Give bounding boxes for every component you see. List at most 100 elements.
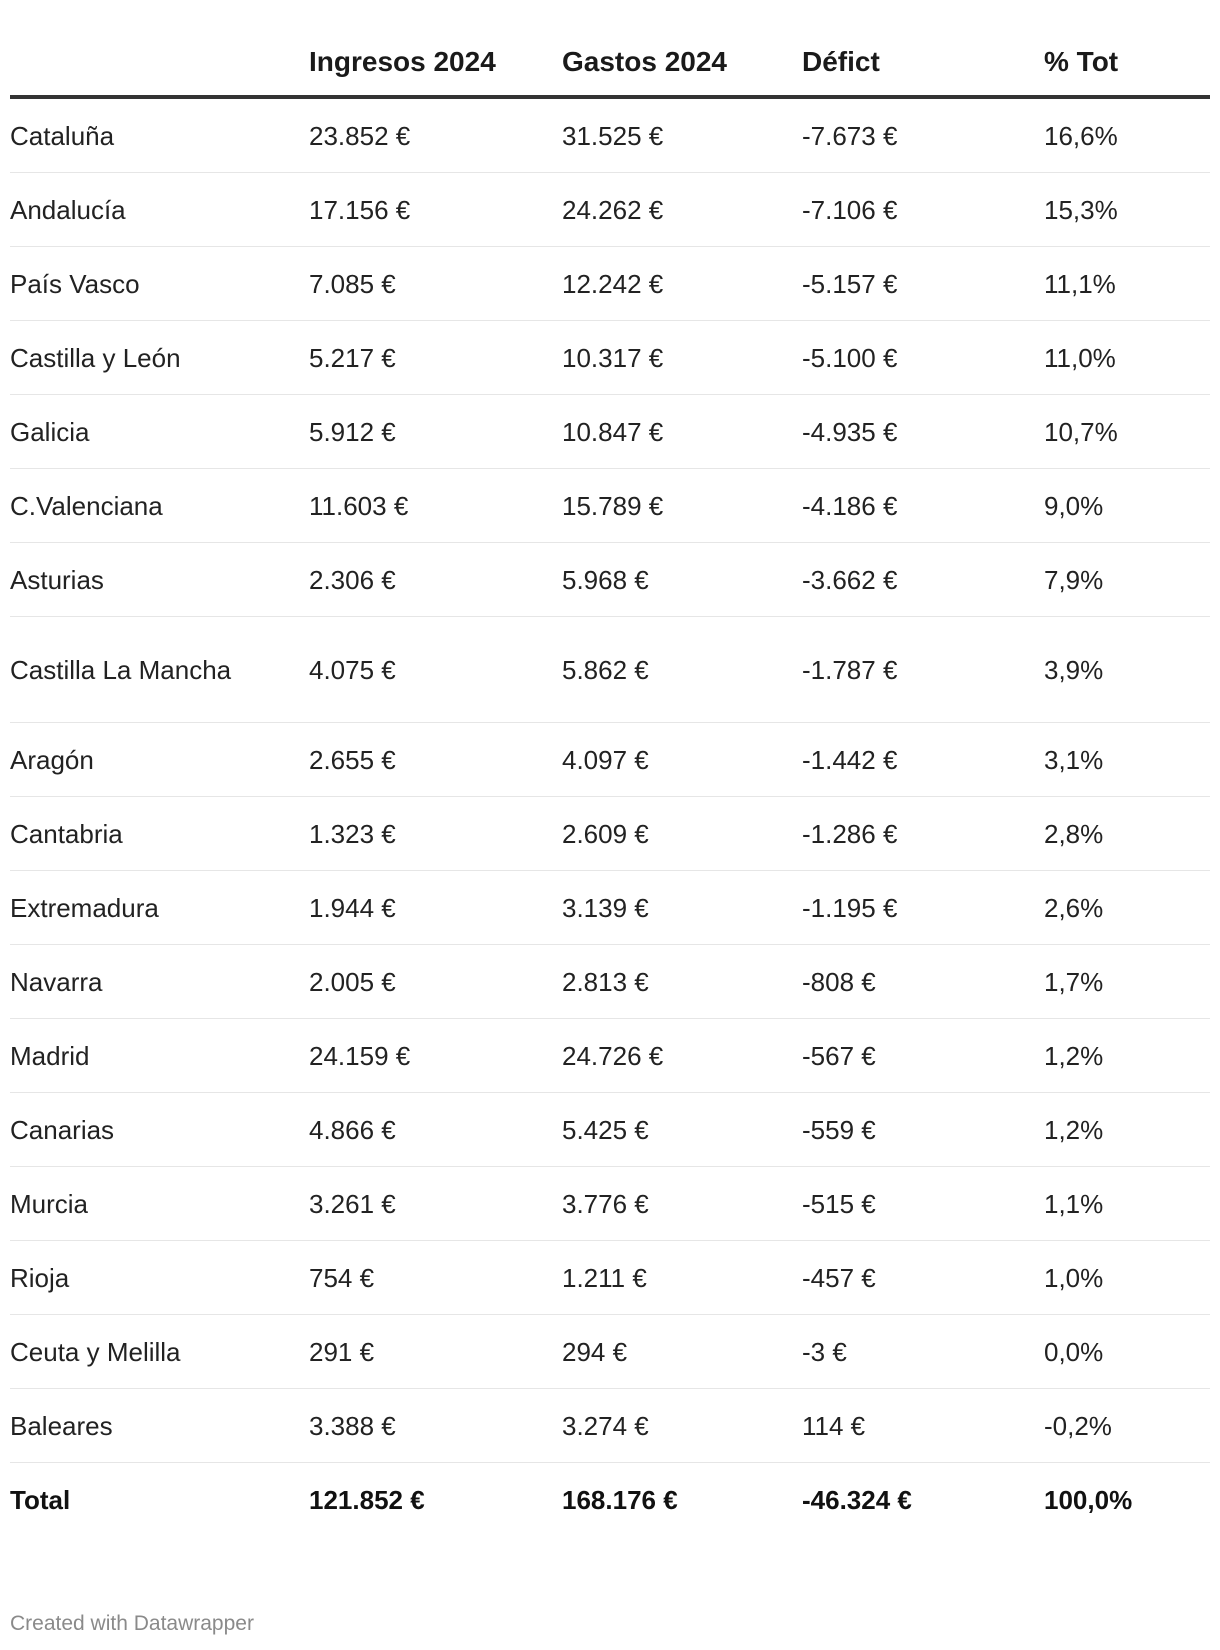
table-row: Aragón 2.655 €4.097 € -1.442 €3,1%: [10, 722, 1210, 797]
cell-gastos: 2.813 €: [562, 944, 802, 1019]
table-row: Rioja 754 €1.211 € -457 €1,0%: [10, 1240, 1210, 1315]
cell-region: Aragón: [10, 722, 309, 797]
cell-gastos: 24.726 €: [562, 1018, 802, 1093]
cell-region: País Vasco: [10, 246, 309, 321]
cell-region: Galicia: [10, 394, 309, 469]
table-row: C.Valenciana 11.603 €15.789 € -4.186 €9,0%: [10, 468, 1210, 543]
cell-ingresos: 2.655 €: [309, 722, 562, 797]
cell-region: Madrid: [10, 1018, 309, 1093]
cell-region: Cantabria: [10, 796, 309, 871]
cell-pct: 16,6%: [1044, 97, 1210, 173]
cell-gastos: 5.425 €: [562, 1092, 802, 1167]
cell-deficit: -1.787 €: [802, 616, 1044, 723]
table-row: Murcia 3.261 €3.776 € -515 €1,1%: [10, 1166, 1210, 1241]
header-deficit[interactable]: Défict: [802, 36, 1044, 99]
cell-deficit: -808 €: [802, 944, 1044, 1019]
cell-region: Murcia: [10, 1166, 309, 1241]
total-cell-gastos: 168.176 €: [562, 1485, 678, 1515]
table-row: Ceuta y Melilla 291 €294 € -3 €0,0%: [10, 1314, 1210, 1389]
cell-deficit: -5.100 €: [802, 320, 1044, 395]
cell-pct: 1,7%: [1044, 944, 1210, 1019]
cell-ingresos: 11.603 €: [309, 468, 562, 543]
cell-ingresos: 2.005 €: [309, 944, 562, 1019]
cell-ingresos: 5.912 €: [309, 394, 562, 469]
total-cell-deficit: -46.324 €: [802, 1485, 912, 1515]
cell-region: Rioja: [10, 1240, 309, 1315]
table-header-row: Ingresos 2024 Gastos 2024 Défict % Tot: [10, 36, 1210, 99]
cell-deficit: -7.673 €: [802, 97, 1044, 173]
cell-deficit: -515 €: [802, 1166, 1044, 1241]
cell-gastos: 12.242 €: [562, 246, 802, 321]
cell-ingresos: 5.217 €: [309, 320, 562, 395]
cell-gastos: 31.525 €: [562, 97, 802, 173]
cell-gastos: 3.776 €: [562, 1166, 802, 1241]
cell-pct: 11,1%: [1044, 246, 1210, 321]
data-table: Ingresos 2024 Gastos 2024 Défict % Tot C…: [10, 36, 1210, 1537]
cell-pct: 7,9%: [1044, 542, 1210, 617]
table-row: Canarias 4.866 €5.425 € -559 €1,2%: [10, 1092, 1210, 1167]
cell-gastos: 2.609 €: [562, 796, 802, 871]
table-row: Cantabria 1.323 €2.609 € -1.286 €2,8%: [10, 796, 1210, 871]
cell-deficit: -559 €: [802, 1092, 1044, 1167]
cell-gastos: 10.317 €: [562, 320, 802, 395]
cell-ingresos: 3.388 €: [309, 1388, 562, 1463]
cell-pct: 0,0%: [1044, 1314, 1210, 1389]
header-pct-tot[interactable]: % Tot: [1044, 36, 1210, 99]
cell-gastos: 15.789 €: [562, 468, 802, 543]
total-cell-ingresos: 121.852 €: [309, 1485, 425, 1515]
table-row: Galicia 5.912 €10.847 € -4.935 €10,7%: [10, 394, 1210, 469]
cell-ingresos: 3.261 €: [309, 1166, 562, 1241]
table-row: Extremadura 1.944 €3.139 € -1.195 €2,6%: [10, 870, 1210, 945]
cell-ingresos: 291 €: [309, 1314, 562, 1389]
cell-region: Castilla La Mancha: [10, 616, 309, 723]
header-region[interactable]: [10, 36, 309, 99]
table-row: Asturias 2.306 €5.968 € -3.662 €7,9%: [10, 542, 1210, 617]
cell-ingresos: 4.866 €: [309, 1092, 562, 1167]
cell-gastos: 24.262 €: [562, 172, 802, 247]
cell-region: Canarias: [10, 1092, 309, 1167]
table-row: Baleares 3.388 €3.274 €114 € -0,2%: [10, 1388, 1210, 1463]
cell-deficit: -457 €: [802, 1240, 1044, 1315]
header-gastos[interactable]: Gastos 2024: [562, 36, 802, 99]
cell-pct: 3,1%: [1044, 722, 1210, 797]
cell-pct: 2,8%: [1044, 796, 1210, 871]
cell-region: Extremadura: [10, 870, 309, 945]
cell-deficit: -7.106 €: [802, 172, 1044, 247]
cell-pct: 1,2%: [1044, 1018, 1210, 1093]
cell-ingresos: 23.852 €: [309, 97, 562, 173]
cell-ingresos: 17.156 €: [309, 172, 562, 247]
cell-region: Ceuta y Melilla: [10, 1314, 309, 1389]
cell-gastos: 1.211 €: [562, 1240, 802, 1315]
cell-ingresos: 4.075 €: [309, 616, 562, 723]
data-table-container: Ingresos 2024 Gastos 2024 Défict % Tot C…: [10, 36, 1210, 1537]
cell-pct: 1,2%: [1044, 1092, 1210, 1167]
cell-pct: 9,0%: [1044, 468, 1210, 543]
header-ingresos[interactable]: Ingresos 2024: [309, 36, 562, 99]
table-row: Castilla La Mancha 4.075 €5.862 € -1.787 €…: [10, 616, 1210, 723]
cell-ingresos: 7.085 €: [309, 246, 562, 321]
total-cell-pct: 100,0%: [1044, 1485, 1133, 1515]
cell-deficit: -567 €: [802, 1018, 1044, 1093]
cell-pct: 1,0%: [1044, 1240, 1210, 1315]
cell-region: Andalucía: [10, 172, 309, 247]
cell-gastos: 4.097 €: [562, 722, 802, 797]
table-row: Madrid 24.159 €24.726 € -567 €1,2%: [10, 1018, 1210, 1093]
cell-ingresos: 2.306 €: [309, 542, 562, 617]
cell-gastos: 3.139 €: [562, 870, 802, 945]
cell-pct: 15,3%: [1044, 172, 1210, 247]
cell-region: Castilla y León: [10, 320, 309, 395]
cell-pct: 2,6%: [1044, 870, 1210, 945]
cell-region: Asturias: [10, 542, 309, 617]
cell-gastos: 5.862 €: [562, 616, 802, 723]
cell-deficit: -1.195 €: [802, 870, 1044, 945]
cell-deficit: -4.186 €: [802, 468, 1044, 543]
cell-ingresos: 1.944 €: [309, 870, 562, 945]
table-total-row: Total 121.852 € 168.176 € -46.324 € 100,0%: [10, 1463, 1210, 1538]
table-row: Navarra 2.005 €2.813 € -808 €1,7%: [10, 944, 1210, 1019]
cell-deficit: -4.935 €: [802, 394, 1044, 469]
cell-region: Cataluña: [10, 97, 309, 173]
cell-pct: 11,0%: [1044, 320, 1210, 395]
cell-gastos: 5.968 €: [562, 542, 802, 617]
table-body: Cataluña 23.852 €31.525 € -7.673 €16,6% And…: [10, 97, 1210, 1537]
cell-ingresos: 24.159 €: [309, 1018, 562, 1093]
